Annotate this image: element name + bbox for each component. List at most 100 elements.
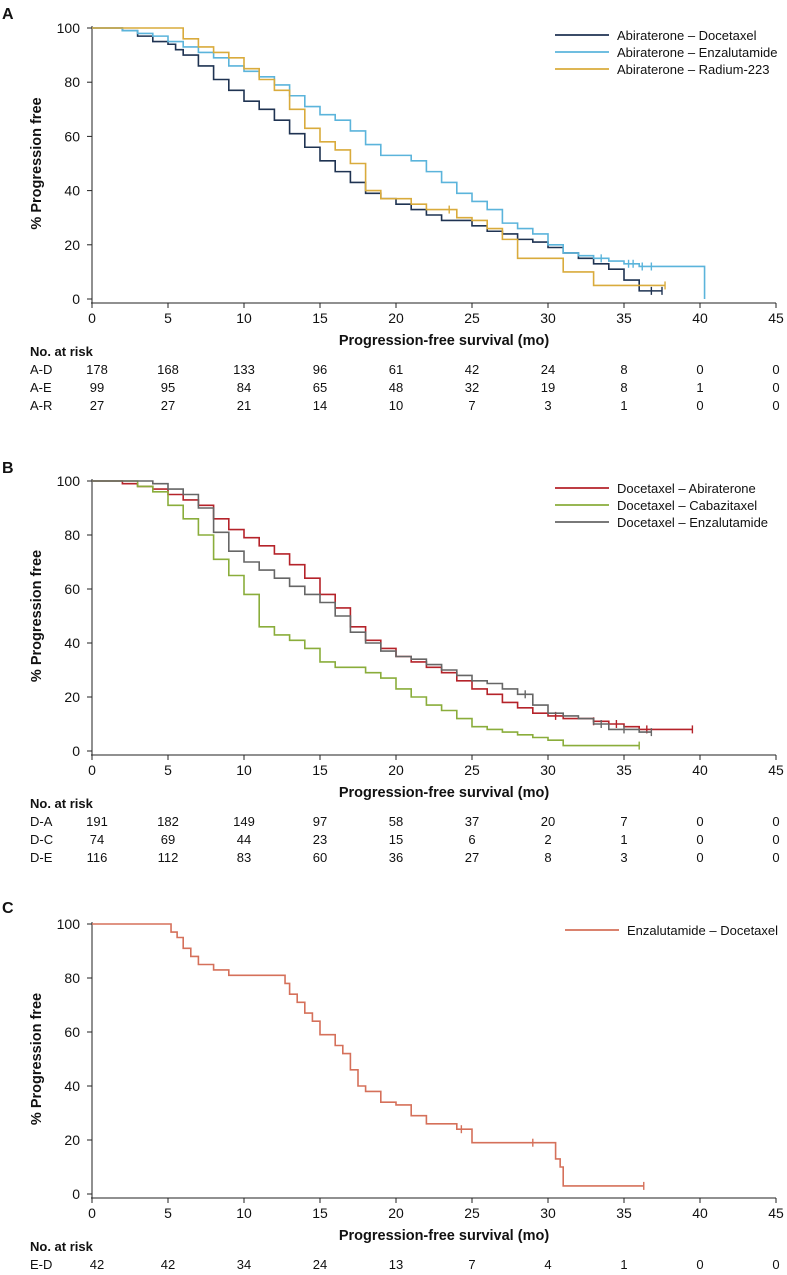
km-curve-a-e [92, 27, 706, 299]
risk-row-label: E-D [30, 1257, 52, 1272]
risk-count: 2 [544, 832, 551, 847]
x-tick-label: 0 [88, 1205, 96, 1221]
y-tick-label: 40 [64, 183, 80, 199]
risk-count: 58 [389, 814, 403, 829]
risk-row-label: D-E [30, 850, 53, 865]
x-axis-title: Progression-free survival (mo) [339, 785, 549, 801]
risk-count: 0 [696, 398, 703, 413]
x-tick-label: 10 [236, 310, 252, 326]
km-curve-e-d [92, 923, 644, 1187]
x-tick-label: 25 [464, 310, 480, 326]
x-tick-label: 45 [768, 310, 784, 326]
x-tick-label: 25 [464, 1205, 480, 1221]
y-axis-title: % Progression free [29, 993, 45, 1125]
risk-count: 83 [237, 850, 251, 865]
x-tick-label: 30 [540, 762, 556, 778]
legend-label: Abiraterone – Docetaxel [617, 28, 757, 43]
risk-count: 1 [620, 832, 627, 847]
risk-row-label: D-A [30, 814, 53, 829]
risk-count: 42 [161, 1257, 175, 1272]
y-tick-label: 100 [57, 473, 81, 489]
legend-label: Abiraterone – Radium-223 [617, 62, 769, 77]
y-tick-label: 0 [72, 1186, 80, 1202]
risk-count: 0 [772, 380, 779, 395]
x-tick-label: 40 [692, 1205, 708, 1221]
risk-count: 21 [237, 398, 251, 413]
risk-count: 133 [233, 362, 255, 377]
risk-table-header: No. at risk [30, 344, 94, 359]
x-tick-label: 35 [616, 762, 632, 778]
risk-count: 7 [468, 1257, 475, 1272]
risk-count: 34 [237, 1257, 251, 1272]
risk-row-label: A-E [30, 380, 52, 395]
legend-label: Abiraterone – Enzalutamide [617, 45, 777, 60]
risk-count: 178 [86, 362, 108, 377]
risk-count: 42 [90, 1257, 104, 1272]
risk-count: 48 [389, 380, 403, 395]
risk-count: 13 [389, 1257, 403, 1272]
y-tick-label: 40 [64, 1078, 80, 1094]
x-tick-label: 10 [236, 1205, 252, 1221]
risk-count: 37 [465, 814, 479, 829]
risk-count: 27 [90, 398, 104, 413]
y-tick-label: 60 [64, 128, 80, 144]
risk-count: 116 [87, 850, 108, 865]
y-tick-label: 60 [64, 1024, 80, 1040]
risk-count: 0 [696, 832, 703, 847]
x-tick-label: 5 [164, 1205, 172, 1221]
panel-label: B [2, 460, 14, 477]
x-tick-label: 10 [236, 762, 252, 778]
x-tick-label: 30 [540, 1205, 556, 1221]
risk-count: 10 [389, 398, 403, 413]
risk-count: 65 [313, 380, 327, 395]
x-tick-label: 35 [616, 310, 632, 326]
risk-count: 0 [772, 362, 779, 377]
x-axis-title: Progression-free survival (mo) [339, 1228, 549, 1244]
km-curve-a-d [92, 27, 662, 292]
x-tick-label: 25 [464, 762, 480, 778]
x-tick-label: 15 [312, 1205, 328, 1221]
risk-count: 44 [237, 832, 251, 847]
risk-count: 149 [233, 814, 255, 829]
y-tick-label: 80 [64, 527, 80, 543]
x-tick-label: 40 [692, 310, 708, 326]
risk-count: 84 [237, 380, 251, 395]
y-tick-label: 80 [64, 970, 80, 986]
risk-count: 3 [620, 850, 627, 865]
risk-count: 0 [772, 398, 779, 413]
km-curve-d-a [92, 480, 693, 731]
risk-count: 1 [620, 398, 627, 413]
km-curve-a-r [92, 27, 666, 287]
risk-count: 1 [696, 380, 703, 395]
risk-count: 8 [620, 380, 627, 395]
legend-label: Docetaxel – Enzalutamide [617, 515, 768, 530]
km-curve-d-e [92, 480, 652, 733]
x-tick-label: 15 [312, 762, 328, 778]
x-tick-label: 0 [88, 310, 96, 326]
risk-count: 19 [541, 380, 555, 395]
risk-count: 24 [313, 1257, 327, 1272]
x-tick-label: 5 [164, 762, 172, 778]
y-tick-label: 20 [64, 689, 80, 705]
risk-count: 8 [620, 362, 627, 377]
x-tick-label: 45 [768, 762, 784, 778]
risk-count: 0 [772, 850, 779, 865]
risk-count: 0 [772, 832, 779, 847]
risk-count: 42 [465, 362, 479, 377]
risk-count: 61 [389, 362, 403, 377]
risk-count: 6 [468, 832, 475, 847]
risk-count: 3 [544, 398, 551, 413]
x-tick-label: 45 [768, 1205, 784, 1221]
x-tick-label: 40 [692, 762, 708, 778]
panel-label: C [2, 900, 14, 917]
x-tick-label: 30 [540, 310, 556, 326]
km-curve-d-c [92, 480, 640, 747]
risk-count: 0 [696, 362, 703, 377]
risk-count: 96 [313, 362, 327, 377]
x-tick-label: 15 [312, 310, 328, 326]
x-tick-label: 35 [616, 1205, 632, 1221]
risk-count: 8 [544, 850, 551, 865]
